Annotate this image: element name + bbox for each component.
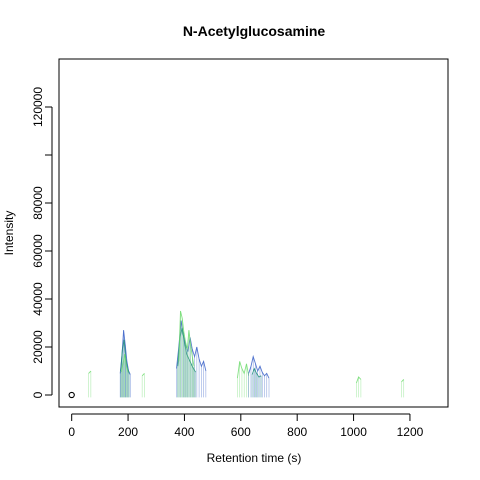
x-axis-label: Retention time (s) (207, 451, 302, 465)
y-axis-label: Intensity (2, 211, 16, 256)
x-tick-label: 0 (68, 425, 75, 439)
y-tick-label: 20000 (31, 330, 45, 364)
x-axis: 0 200 400 600 800 1000 1200 (68, 414, 423, 439)
x-tick-label: 1200 (397, 425, 424, 439)
trace-line (402, 379, 404, 381)
series-layer (69, 311, 404, 398)
y-tick-label: 0 (31, 391, 45, 398)
trace-line (142, 373, 144, 375)
trace-line (237, 361, 248, 378)
y-tick-label: 80000 (31, 186, 45, 220)
x-tick-label: 1000 (340, 425, 367, 439)
trace-line (249, 357, 269, 379)
x-tick-label: 200 (118, 425, 138, 439)
plot-frame (59, 59, 448, 407)
origin-marker-point (69, 392, 74, 397)
chart-title: N-Acetylglucosamine (183, 23, 326, 39)
x-tick-label: 600 (231, 425, 251, 439)
y-axis: 0 20000 40000 60000 80000 120000 (31, 87, 52, 399)
x-tick-label: 800 (287, 425, 307, 439)
y-tick-label: 120000 (31, 87, 45, 127)
y-tick-label: 60000 (31, 234, 45, 268)
x-tick-label: 400 (174, 425, 194, 439)
y-tick-label: 40000 (31, 282, 45, 316)
